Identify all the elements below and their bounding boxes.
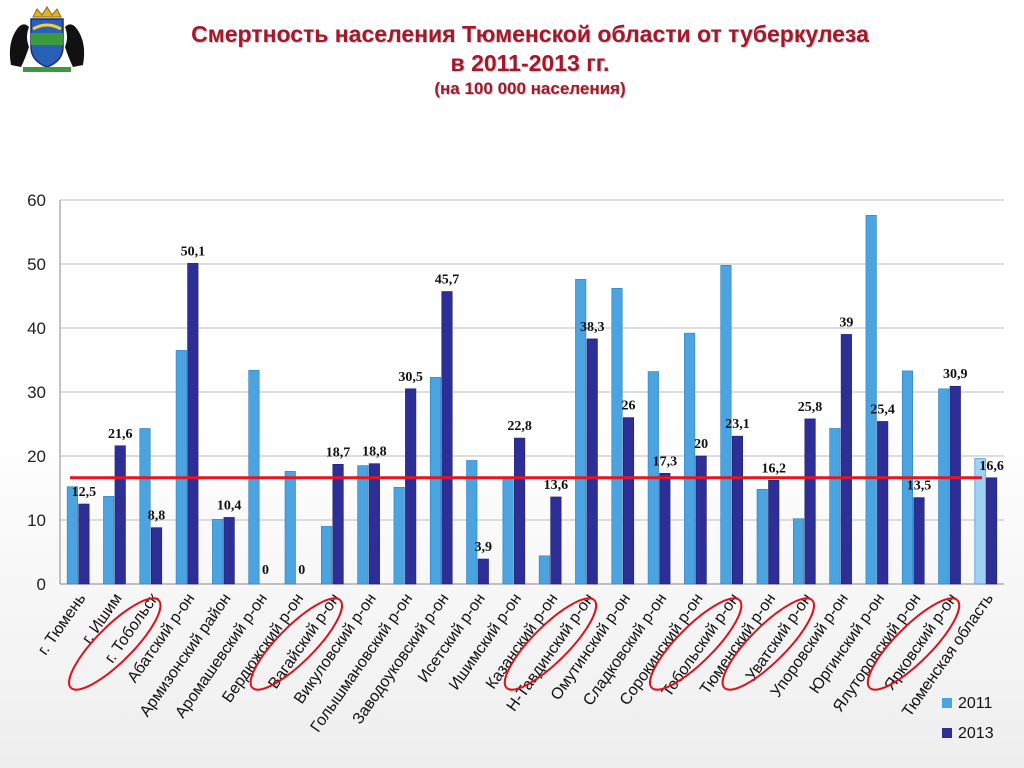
data-label-2013: 23,1	[725, 417, 750, 432]
y-tick-label: 30	[27, 383, 46, 402]
y-tick-label: 40	[27, 319, 46, 338]
bar-2011	[284, 471, 296, 585]
category-label: г. Тюмень	[35, 591, 89, 659]
data-label-2013: 13,6	[544, 478, 569, 493]
bar-2011	[793, 518, 805, 585]
bar-2013	[731, 435, 743, 585]
bar-2013	[332, 464, 344, 585]
legend-swatch-2013	[942, 728, 952, 738]
bar-2011	[538, 555, 550, 585]
data-label-2013: 25,4	[870, 402, 895, 417]
data-label-2013: 0	[262, 563, 269, 578]
y-tick-label: 20	[27, 447, 46, 466]
bar-2011	[103, 496, 115, 585]
y-tick-label: 0	[37, 575, 46, 594]
data-label-2013: 16,6	[979, 459, 1004, 474]
data-label-2013: 39	[839, 315, 853, 330]
highlight-ellipse	[503, 597, 598, 691]
data-label-2013: 20	[694, 437, 708, 452]
y-tick-label: 50	[27, 255, 46, 274]
bar-2013	[405, 388, 417, 585]
bar-2013	[368, 463, 380, 585]
data-label-2013: 30,5	[398, 370, 423, 385]
bar-2011	[720, 264, 732, 585]
bar-2013	[986, 477, 998, 585]
bar-2013	[441, 291, 453, 585]
data-label-2013: 50,1	[181, 244, 206, 259]
bar-2013	[150, 527, 163, 585]
bar-2013	[114, 445, 126, 585]
data-label-2013: 25,8	[798, 400, 823, 415]
data-label-2013: 18,8	[362, 445, 387, 460]
legend-swatch-2011	[942, 698, 952, 708]
data-label-2013: 22,8	[507, 419, 532, 434]
bar-2013	[550, 496, 562, 585]
bar-2011	[974, 458, 986, 585]
y-tick-label: 10	[27, 511, 46, 530]
data-label-2013: 0	[298, 563, 305, 578]
legend-label-2013: 2013	[958, 725, 994, 742]
highlight-ellipse	[721, 597, 815, 691]
data-label-2013: 26	[622, 399, 636, 414]
legend-label-2011: 2011	[958, 695, 993, 712]
bar-2011	[66, 486, 78, 585]
bar-2013	[514, 437, 526, 585]
bar-2013	[187, 263, 199, 585]
data-label-2013: 45,7	[435, 273, 460, 288]
bar-2013	[659, 472, 671, 585]
bar-2013	[477, 558, 489, 585]
y-tick-label: 60	[27, 191, 46, 210]
bar-2011	[684, 332, 696, 585]
bar-2011	[611, 288, 623, 585]
bar-2011	[393, 487, 405, 585]
bar-2013	[840, 334, 852, 585]
bar-2013	[913, 497, 925, 585]
bar-2013	[768, 480, 780, 585]
bar-2011	[175, 350, 187, 585]
bar-2013	[586, 338, 598, 585]
data-label-2013: 30,9	[943, 367, 968, 382]
bar-2011	[139, 428, 151, 585]
bar-2011	[429, 376, 442, 585]
data-label-2013: 18,7	[326, 445, 351, 460]
data-label-2013: 38,3	[580, 320, 605, 335]
data-label-2013: 3,9	[475, 540, 493, 555]
chart-title-years: в 2011-2013 гг.	[450, 50, 610, 76]
bar-2013	[78, 503, 90, 585]
data-label-2013: 17,3	[653, 454, 678, 469]
data-label-2013: 10,4	[217, 498, 242, 513]
bar-2011	[575, 279, 587, 585]
bar-2011	[466, 460, 478, 585]
bar-2013	[804, 418, 816, 585]
highlight-ellipse	[649, 597, 743, 691]
bar-2013	[622, 417, 635, 585]
bar-2011	[502, 479, 514, 585]
data-label-2013: 16,2	[762, 461, 787, 476]
bar-2011	[357, 465, 369, 585]
bar-2011	[212, 519, 224, 585]
bar-2011	[756, 488, 768, 585]
bar-2013	[223, 517, 235, 585]
bar-2013	[877, 421, 889, 585]
bar-2011	[865, 215, 877, 585]
data-label-2013: 13,5	[907, 479, 932, 494]
chart-title-block: Смертность населения Тюменской области о…	[100, 20, 960, 100]
bar-2011	[829, 428, 841, 585]
data-label-2013: 12,5	[72, 485, 97, 500]
highlight-ellipse	[249, 597, 343, 691]
bar-2013	[949, 385, 961, 585]
chart-subtitle: (на 100 000 населения)	[434, 79, 626, 98]
data-label-2013: 21,6	[108, 427, 133, 442]
bar-2013	[695, 455, 707, 585]
chart-title: Смертность населения Тюменской области о…	[191, 21, 869, 47]
coat-of-arms-icon	[3, 3, 91, 75]
bar-2011	[938, 388, 950, 585]
highlight-ellipse	[68, 597, 162, 691]
highlight-ellipse	[866, 597, 961, 691]
bar-2011	[321, 526, 333, 585]
data-label-2013: 8,8	[148, 509, 166, 524]
